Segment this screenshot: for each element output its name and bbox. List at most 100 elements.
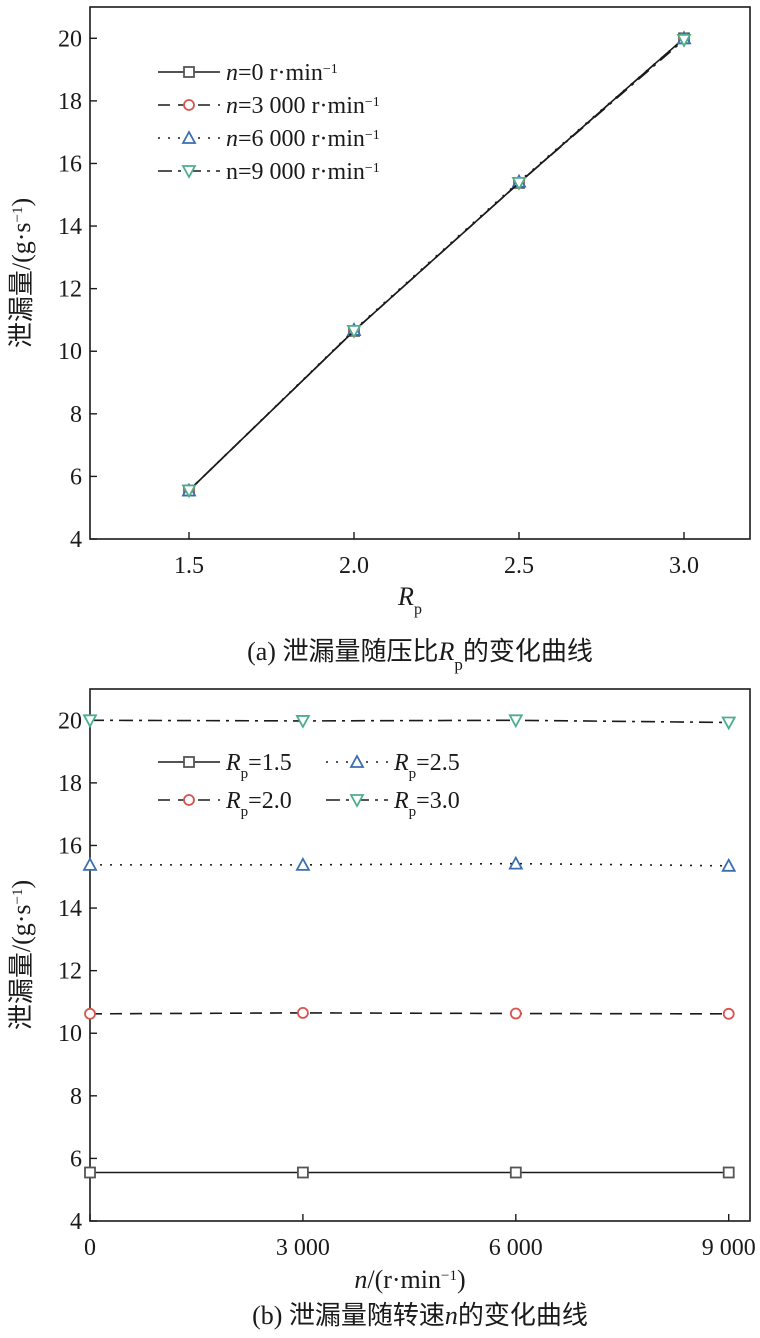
legend-sub: p: [241, 804, 249, 820]
series-line-3: [188, 39, 685, 492]
y-tick-label: 16: [58, 833, 82, 859]
caption-prefix: (b) 泄漏量随转速: [252, 1301, 445, 1330]
y-tick-label: 8: [70, 402, 82, 428]
data-point-2-1: [295, 856, 311, 871]
plot-frame: [89, 688, 751, 1222]
caption-suffix: 的变化曲线: [458, 1301, 588, 1330]
x-axis-label-sup: −1: [441, 1268, 457, 1284]
series-2: [82, 855, 737, 872]
y-axis-label-tail: ): [7, 198, 36, 207]
data-point-3-2: [508, 714, 524, 729]
data-point-1-3: [722, 1007, 735, 1020]
series-0: [84, 1166, 735, 1179]
data-point-3-0: [181, 484, 197, 499]
caption-prefix: (a) 泄漏量随压比: [247, 637, 438, 666]
legend-label-0: Rp=1.5: [225, 750, 292, 782]
y-tick-label: 4: [70, 527, 82, 553]
series-3: [82, 714, 737, 731]
x-tick-label: 6 000: [489, 1235, 543, 1261]
data-point-0-2: [509, 1166, 522, 1179]
legend-var: R: [393, 750, 409, 776]
y-tick-label: 20: [58, 708, 82, 734]
y-axis-label-sup: −1: [10, 207, 26, 223]
legend-text: =3 000 r·min: [238, 93, 365, 119]
data-point-3-3: [676, 33, 692, 48]
y-axis-label-sup: −1: [10, 889, 26, 905]
legend-text: =6 000 r·min: [238, 126, 365, 152]
y-tick-label: 14: [58, 896, 82, 922]
x-axis-label-var: R: [397, 582, 414, 611]
data-point-3-0: [82, 714, 98, 729]
legend-label-3: n=9 000 r·min−1: [226, 159, 380, 185]
y-tick-label: 6: [70, 1146, 82, 1172]
data-point-3-1: [295, 715, 311, 729]
y-tick-label: 8: [70, 1084, 82, 1110]
legend-var: R: [393, 788, 409, 814]
y-tick-label: 4: [70, 1209, 82, 1235]
data-point-3-2: [511, 176, 527, 191]
legend-text: =2.0: [248, 788, 292, 814]
legend-var: n: [226, 93, 238, 119]
legend-text: =3.0: [416, 788, 460, 814]
legend-var: R: [225, 750, 241, 776]
legend-marker-1: [183, 794, 195, 806]
series-1: [84, 1006, 735, 1020]
legend-marker-0: [183, 66, 195, 78]
legend-marker-2: [181, 130, 197, 144]
legend-label-0: n=0 r·min−1: [226, 60, 338, 86]
y-tick-label: 16: [58, 151, 82, 177]
data-point-1-1: [297, 1006, 309, 1019]
legend-sub: p: [241, 766, 249, 782]
series-line-3: [89, 719, 729, 724]
y-tick-label: 12: [58, 277, 82, 303]
legend-sup: −1: [365, 161, 380, 176]
plot-frame: [89, 6, 751, 540]
x-tick-label: 2.5: [504, 553, 534, 579]
y-axis-label: 泄漏量/(g·s−1): [7, 880, 36, 1030]
y-tick-label: 18: [58, 89, 82, 115]
x-tick-label: 3 000: [276, 1235, 330, 1261]
legend-label-2: n=6 000 r·min−1: [226, 126, 380, 152]
series-line-2: [90, 862, 729, 867]
x-tick-label: 3.0: [669, 553, 699, 579]
x-axis-label: n/(r·min−1): [354, 1265, 465, 1294]
caption-var: n: [445, 1301, 458, 1330]
legend-sup: −1: [365, 128, 380, 143]
legend: Rp=1.5Rp=2.0Rp=2.5Rp=3.0: [158, 750, 460, 820]
data-point-2-3: [721, 857, 737, 872]
series-3: [181, 33, 692, 499]
legend-marker-1: [183, 99, 195, 111]
legend-text: =2.5: [416, 750, 460, 776]
legend-sub: p: [409, 766, 417, 782]
data-point-0-1: [297, 1166, 309, 1179]
data-point-3-1: [346, 324, 362, 339]
figure-caption: (b) 泄漏量随转速n的变化曲线: [252, 1301, 588, 1330]
x-axis-label-sub: p: [414, 601, 422, 618]
y-axis-label: 泄漏量/(g·s−1): [7, 198, 36, 348]
legend-sup: −1: [365, 95, 380, 110]
data-point-2-0: [82, 856, 98, 871]
legend-label-1: n=3 000 r·min−1: [226, 93, 380, 119]
x-axis-label-tail: ): [457, 1265, 466, 1294]
y-tick-label: 10: [58, 339, 82, 365]
legend-text: =0 r·min: [238, 60, 323, 86]
caption-sub: p: [454, 655, 463, 674]
y-axis-label-tail: ): [7, 880, 36, 889]
x-tick-label: 2.0: [339, 553, 369, 579]
y-tick-label: 14: [58, 214, 82, 240]
legend-var: n: [226, 126, 238, 152]
legend-var: n: [226, 60, 238, 86]
x-axis-label: Rp: [397, 582, 422, 618]
legend: n=0 r·min−1n=3 000 r·min−1n=6 000 r·min−…: [158, 60, 380, 185]
legend-text: n=9 000 r·min: [226, 159, 365, 185]
x-axis-label-rest: /(r·min: [367, 1265, 441, 1294]
y-tick-label: 20: [58, 26, 82, 52]
y-axis-label-main: 泄漏量/(g·s: [7, 222, 36, 348]
x-tick-label: 1.5: [174, 553, 204, 579]
series-line-2: [188, 37, 685, 492]
y-tick-label: 6: [70, 464, 82, 490]
data-point-0-0: [84, 1166, 96, 1179]
